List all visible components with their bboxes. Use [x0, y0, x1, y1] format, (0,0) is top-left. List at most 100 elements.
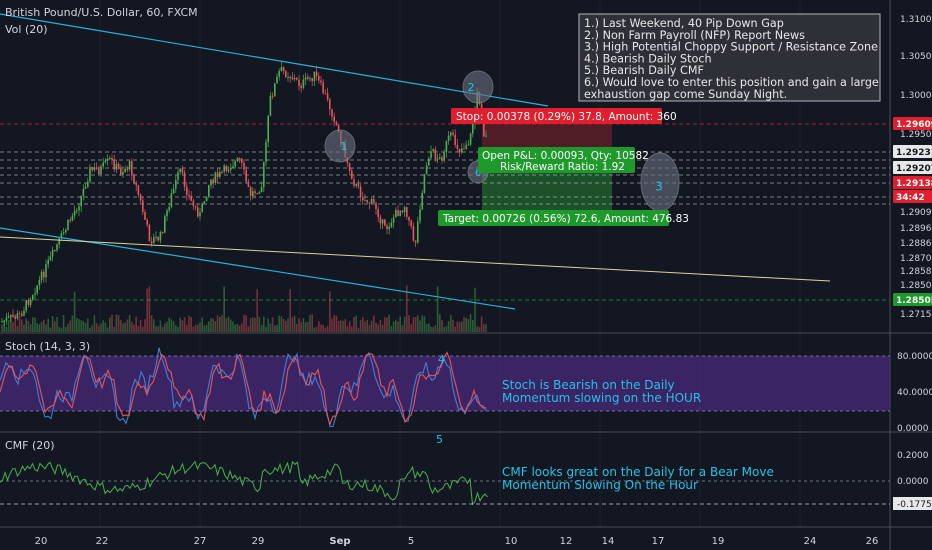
support-trendline[interactable] [0, 236, 831, 282]
volume-bar [21, 319, 23, 332]
candle-body [417, 221, 419, 243]
candle-body [210, 179, 212, 186]
volume-bar [353, 316, 355, 332]
volume-bar [373, 315, 375, 332]
volume-bar [249, 318, 252, 332]
cmf-label: CMF (20) [5, 439, 55, 452]
volume-bar [302, 318, 305, 332]
volume-bar [428, 323, 430, 332]
volume-bar [252, 317, 254, 332]
cmf-annotation-2: Momentum Slowing On the Hour [502, 478, 698, 492]
volume-bar [364, 321, 366, 332]
candle-body [425, 165, 428, 175]
price-badge [893, 117, 932, 130]
candle-body [150, 241, 153, 244]
marker-1-label: 1 [341, 140, 348, 153]
volume-bar [300, 322, 302, 332]
candle-body [69, 219, 71, 221]
volume-bar [238, 325, 241, 332]
time-tick-label: 12 [560, 536, 573, 547]
volume-bar [87, 318, 89, 332]
volume-bar [27, 321, 30, 332]
volume-bar [381, 324, 384, 332]
candle-body [225, 165, 228, 172]
volume-bar [370, 320, 373, 332]
candle-body [16, 313, 19, 319]
notes-line: 1.) Last Weekend, 40 Pip Down Gap [584, 17, 784, 30]
candle-body [300, 86, 302, 88]
price-badge-label: 1.28505 [896, 296, 932, 306]
candle-body [282, 67, 285, 71]
horizontal-levels [0, 123, 890, 301]
candle-body [430, 151, 432, 159]
price-tick-label: 1.28588 [900, 267, 932, 277]
volume-bar [227, 316, 230, 332]
volume-bar [82, 320, 85, 332]
resistance-trendline[interactable] [0, 13, 549, 107]
candle-body [256, 193, 258, 195]
candle-body [276, 76, 278, 84]
volume-bar [445, 326, 448, 332]
candle-body [362, 197, 364, 201]
volume-bar [318, 321, 320, 332]
volume-bar [69, 320, 71, 332]
candle-body [403, 207, 406, 213]
notes-line: 3.) High Potential Choppy Support / Resi… [584, 41, 878, 54]
open-pnl-label[interactable]: Open P&L: 0.00093, Qty: 10582 Risk/Rewar… [478, 147, 649, 173]
volume-bar [43, 319, 45, 332]
marker-1[interactable]: 1 [324, 129, 356, 163]
candle-body [148, 224, 151, 242]
volume-bar [76, 318, 78, 332]
candle-body [65, 229, 67, 233]
volume-bar [430, 326, 432, 332]
candle-body [192, 200, 195, 207]
volume-bar [216, 315, 219, 332]
volume-bar [131, 321, 133, 332]
volume-bar [397, 321, 399, 332]
volume-bar [324, 327, 327, 332]
candle-body [71, 215, 74, 221]
volume-bar [344, 319, 346, 332]
candle-body [436, 158, 439, 160]
candle-body [82, 188, 85, 196]
candle-body [230, 167, 232, 170]
candle-body [51, 250, 54, 257]
volume-bar [388, 314, 390, 332]
candle-body [47, 260, 49, 265]
volume-bar [188, 315, 190, 332]
candle-body [36, 285, 38, 294]
price-axis[interactable]: 1.31000 1.30500 1.30000 1.29500 1.29098 1.289… [900, 15, 932, 320]
candle-body [194, 206, 197, 208]
volume-bar [454, 326, 456, 332]
volume-bar [102, 320, 104, 332]
volume-bar [337, 320, 340, 332]
candle-body [302, 79, 305, 88]
candle-body [313, 71, 316, 82]
volume-bar [221, 315, 223, 332]
stop-label[interactable]: Stop: 0.00378 (0.29%) 37.8, Amount: 360 [451, 108, 677, 124]
candle-body [102, 162, 104, 167]
target-label[interactable]: Target: 0.00726 (0.56%) 72.6, Amount: 47… [438, 210, 689, 226]
volume-bar [375, 322, 377, 332]
candle-body [54, 250, 56, 252]
candle-body [203, 201, 206, 204]
volume-bar [230, 319, 232, 332]
candle-body [49, 256, 52, 261]
candle-body [298, 79, 300, 87]
volume-bar [357, 327, 360, 332]
volume-bar [456, 321, 459, 332]
candle-body [115, 164, 118, 170]
volume-bars [1, 285, 487, 332]
volume-bar [139, 320, 142, 332]
candle-body [322, 82, 324, 94]
candle-body [373, 199, 375, 203]
volume-bar [410, 324, 412, 332]
time-axis[interactable]: 20 22 27 29 Sep 5 10 12 14 17 19 24 26 [35, 536, 879, 547]
volume-bar [390, 325, 393, 332]
marker-2-label: 2 [468, 81, 475, 94]
candle-body [25, 300, 27, 311]
marker-2[interactable]: 2 [462, 70, 494, 104]
